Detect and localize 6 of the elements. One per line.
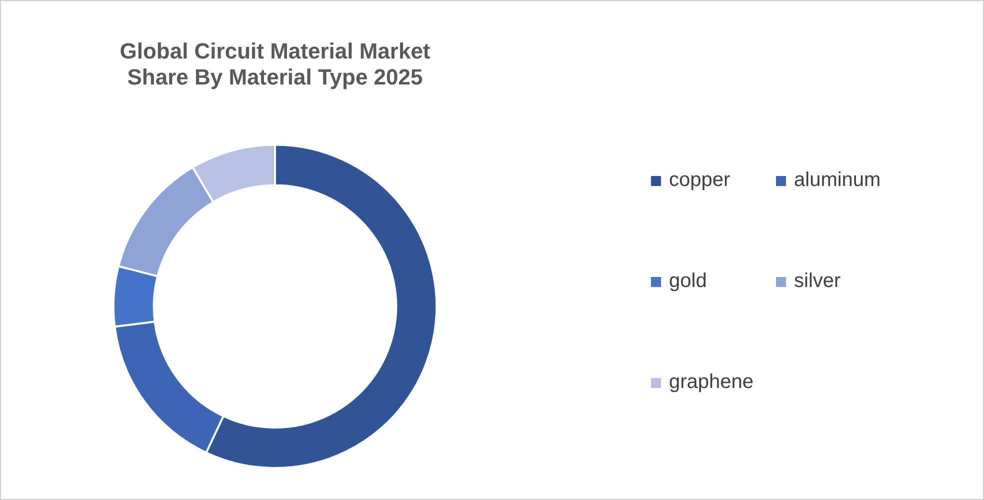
chart-title: Global Circuit Material Market Share By Material Type 2025: [120, 38, 431, 90]
legend-label: copper: [669, 169, 730, 192]
legend-label: graphene: [669, 371, 754, 394]
legend-label: gold: [669, 270, 707, 293]
legend-label: silver: [794, 270, 841, 293]
legend-label: aluminum: [794, 169, 881, 192]
